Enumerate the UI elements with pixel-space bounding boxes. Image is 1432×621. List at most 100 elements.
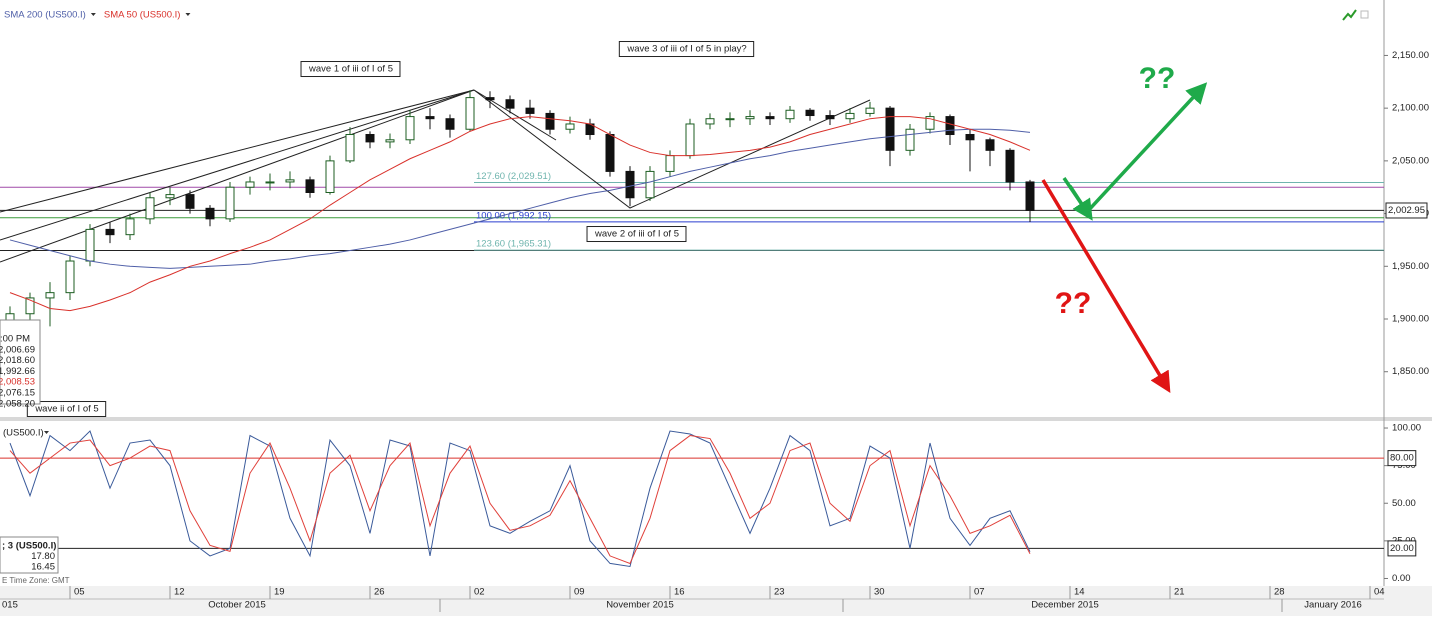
- candle-body: [385, 139, 395, 143]
- x-tick-label: 04: [1374, 587, 1385, 598]
- month-label: 015: [2, 600, 18, 611]
- candle-body: [945, 116, 955, 136]
- candle-body: [245, 181, 255, 188]
- candle-body: [465, 97, 475, 130]
- icon: [1342, 9, 1357, 21]
- candle-body: [45, 292, 55, 299]
- annotation: ??: [1055, 287, 1092, 320]
- candle-body: [745, 116, 755, 120]
- candle-body: [285, 179, 295, 183]
- candle-body: [705, 118, 715, 125]
- x-tick-label: 07: [974, 587, 985, 598]
- y-tick-label: 1,950.00: [1392, 261, 1429, 272]
- y-tick-label: 2,100.00: [1392, 103, 1429, 114]
- candle-body: [865, 107, 875, 114]
- candle-body: [445, 118, 455, 130]
- candle-body: [65, 260, 75, 294]
- candle-body: [565, 123, 575, 130]
- x-tick-label: 30: [874, 587, 885, 598]
- month-label: October 2015: [208, 600, 266, 611]
- label-box: [1385, 202, 1428, 219]
- y-tick-label: 0.00: [1392, 573, 1411, 584]
- candle-body: [885, 107, 895, 151]
- candle-body: [645, 170, 655, 199]
- x-tick-label: 23: [774, 587, 785, 598]
- candle-body: [905, 128, 915, 151]
- icon: [1360, 10, 1369, 19]
- x-axis-bar: [0, 586, 1432, 616]
- candle-body: [165, 194, 175, 199]
- x-tick-label: 05: [74, 587, 85, 598]
- data-window-value: :00 PM: [0, 334, 30, 345]
- y-tick-label: 2,150.00: [1392, 50, 1429, 61]
- x-tick-label: 26: [374, 587, 385, 598]
- red-arrow: [1041, 179, 1171, 394]
- stoch-data-box: [0, 536, 59, 574]
- label-box: [586, 226, 687, 243]
- legend-entry: SMA 200 (US500.I): [4, 10, 86, 21]
- level-label: 20.00: [1390, 543, 1414, 554]
- y-tick-label: 2,050.00: [1392, 155, 1429, 166]
- candle-body: [145, 197, 155, 220]
- data-window-value: 2,008.53: [0, 377, 35, 388]
- data-window: [0, 319, 41, 405]
- x-tick-label: 14: [1074, 587, 1085, 598]
- annotation: wave 3 of iii of I of 5 in play?: [626, 44, 746, 55]
- x-tick-label: 12: [174, 587, 185, 598]
- candle-body: [765, 116, 775, 120]
- stoch-line: [9, 430, 1031, 568]
- y-tick-label: 100.00: [1392, 423, 1421, 434]
- candle-body: [785, 109, 795, 120]
- label-box: [300, 61, 401, 78]
- sma-line: [9, 128, 1031, 269]
- candle-body: [605, 134, 615, 172]
- month-label: December 2015: [1031, 600, 1099, 611]
- data-window-value: 2,006.69: [0, 344, 35, 355]
- candle-body: [345, 134, 355, 162]
- candle-body: [805, 109, 815, 117]
- label-box: [1387, 540, 1417, 557]
- candle-body: [485, 97, 495, 101]
- stoch-data-value: 16.45: [31, 562, 55, 573]
- candle-body: [1005, 149, 1015, 183]
- candle-body: [725, 118, 735, 121]
- y-tick-label: 50.00: [1392, 498, 1416, 509]
- month-label: November 2015: [606, 600, 674, 611]
- data-window-value: 1,992.66: [0, 366, 35, 377]
- last-price: 2,002.95: [1388, 205, 1425, 216]
- candle-body: [545, 112, 555, 130]
- sma-line: [9, 116, 1031, 312]
- candle-body: [305, 179, 315, 193]
- legend-dropdown: [90, 13, 96, 16]
- fib-label: 123.60 (1,965.31): [476, 239, 551, 250]
- candle-body: [25, 297, 35, 315]
- stoch-data-value: 17.80: [31, 551, 55, 562]
- trend-line: [0, 89, 475, 263]
- stoch-line: [9, 435, 1031, 565]
- legend-dropdown: [185, 13, 191, 16]
- annotation: wave 2 of iii of I of 5: [594, 229, 679, 240]
- candle-body: [125, 218, 135, 236]
- candle-body: [925, 116, 935, 130]
- annotation: wave ii of I of 5: [34, 404, 98, 415]
- annotation: ??: [1139, 62, 1176, 95]
- x-tick-label: 02: [474, 587, 485, 598]
- candle-body: [625, 170, 635, 199]
- candle-body: [225, 186, 235, 220]
- candle-body: [85, 228, 95, 262]
- candle-body: [845, 112, 855, 120]
- candle-body: [425, 116, 435, 120]
- month-label: January 2016: [1304, 600, 1362, 611]
- candle-body: [665, 155, 675, 172]
- label-box: [26, 401, 107, 418]
- candle-body: [265, 181, 275, 184]
- candle-body: [985, 139, 995, 151]
- trend-lines: [0, 89, 871, 263]
- fib-label: 100.00 (1,992.15): [476, 210, 551, 221]
- trend-line: [0, 89, 475, 213]
- data-window-value: 2,018.60: [0, 355, 35, 366]
- candle-body: [205, 207, 215, 220]
- panel-separator: [0, 417, 1432, 421]
- trend-line: [0, 89, 475, 241]
